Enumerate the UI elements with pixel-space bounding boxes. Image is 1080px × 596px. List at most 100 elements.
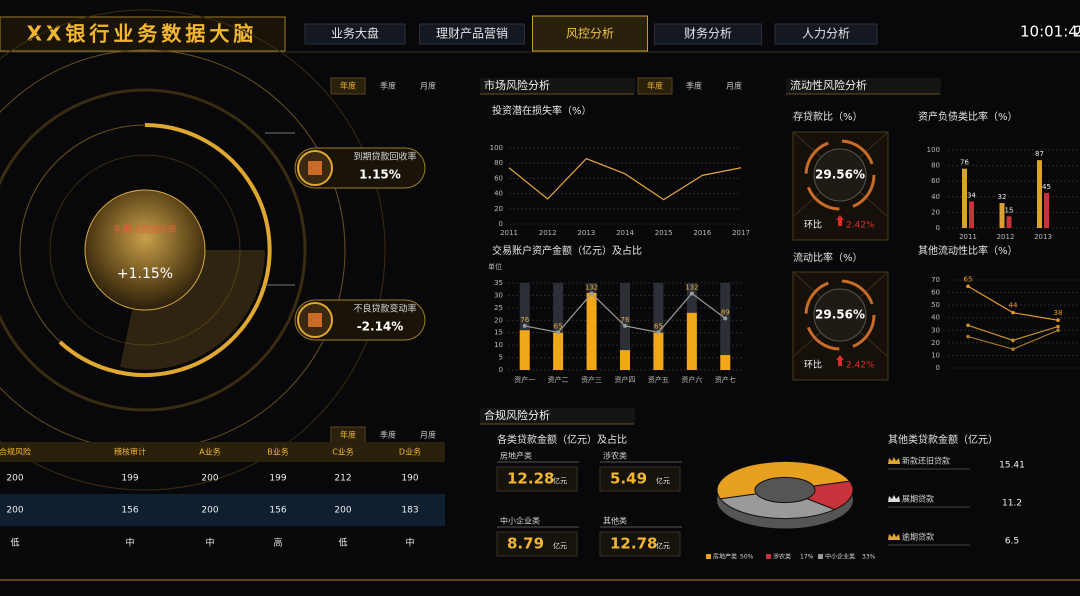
period-tab[interactable]: 季度 xyxy=(380,430,396,440)
x-tick-label: 资产四 xyxy=(615,375,636,384)
card-box xyxy=(599,466,681,492)
nav-item[interactable]: 人力分析 xyxy=(802,27,850,41)
y-tick-label: 10 xyxy=(931,351,940,359)
nav-tab[interactable] xyxy=(532,15,648,52)
y-tick-label: 10 xyxy=(494,341,503,349)
y-tick-label: 80 xyxy=(931,162,940,170)
card-value: 12.28 xyxy=(507,470,554,488)
y-tick-label: 80 xyxy=(494,159,503,167)
nav-item[interactable]: 理财产品营销 xyxy=(436,27,508,41)
table-header: 合规风险 xyxy=(0,447,31,457)
x-tick-label: 2011 xyxy=(500,229,518,237)
x-tick-label: 2011 xyxy=(959,233,977,241)
period-tab[interactable]: 季度 xyxy=(686,81,702,91)
tab-active[interactable] xyxy=(637,77,673,95)
callout-label: 不良贷款变动率 xyxy=(353,303,416,315)
y-tick-label: 15 xyxy=(494,329,503,337)
bar xyxy=(962,168,967,228)
x-tick-label: 资产六 xyxy=(681,375,702,384)
table-row-highlight xyxy=(0,494,445,526)
chart-title: 其他类贷款金额（亿元） xyxy=(888,433,998,446)
bar xyxy=(999,203,1005,228)
table-header: B业务 xyxy=(267,447,289,457)
data-label: 15 xyxy=(1005,206,1014,214)
change-value: 2.42% xyxy=(846,361,875,371)
gauge-value: 29.56% xyxy=(815,308,865,322)
bar-background xyxy=(653,283,664,370)
page-title: XX银行业务数据大脑 xyxy=(27,22,258,46)
period-tab[interactable]: 年度 xyxy=(647,81,663,91)
table-cell: 200 xyxy=(334,506,351,516)
x-tick-label: 2013 xyxy=(577,229,595,237)
x-tick-label: 2016 xyxy=(693,229,711,237)
x-tick-label: 2013 xyxy=(1034,233,1052,241)
table-header: A业务 xyxy=(199,447,220,457)
card-box xyxy=(496,531,578,557)
period-tab[interactable]: 年度 xyxy=(340,430,356,440)
nav-item[interactable]: 业务大盘 xyxy=(331,26,379,41)
line-point xyxy=(1056,328,1060,333)
table-cell: 200 xyxy=(201,506,218,516)
table-cell: 低 xyxy=(338,537,347,549)
x-tick-label: 2012 xyxy=(539,229,557,237)
gauge-title: 流动比率（%） xyxy=(793,251,863,264)
bar xyxy=(653,332,664,370)
nav-item[interactable]: 财务分析 xyxy=(684,26,732,41)
period-tab[interactable]: 月度 xyxy=(420,81,436,91)
table-cell: 中 xyxy=(125,537,134,549)
up-arrow xyxy=(836,355,844,366)
data-label: 65 xyxy=(554,322,563,330)
legend-swatch xyxy=(706,554,711,559)
nav-tab[interactable] xyxy=(304,23,406,45)
callout-value: -2.14% xyxy=(357,320,404,334)
period-tab[interactable]: 月度 xyxy=(726,81,742,91)
card-unit: 亿元 xyxy=(656,476,670,485)
bar xyxy=(586,292,597,370)
data-label: 45 xyxy=(1042,183,1051,191)
card-unit: 亿元 xyxy=(656,541,670,550)
x-tick-label: 资产五 xyxy=(648,375,669,384)
period-tab[interactable]: 季度 xyxy=(380,81,396,91)
item-value: 6.5 xyxy=(1005,537,1019,547)
change-label: 环比 xyxy=(804,219,822,231)
card-label: 房地产类 xyxy=(500,451,532,461)
chart-title: 投资潜在损失率（%） xyxy=(492,104,592,117)
nav-item[interactable]: 风控分析 xyxy=(566,27,614,41)
section-bar xyxy=(480,78,635,94)
table-cell: 中 xyxy=(405,537,414,549)
y-tick-label: 5 xyxy=(499,354,503,362)
title-box xyxy=(0,16,286,52)
table-cell: 200 xyxy=(201,474,218,484)
table-cell: 156 xyxy=(269,506,286,516)
data-label: 65 xyxy=(964,275,973,283)
y-tick-label: 60 xyxy=(931,177,940,185)
period-tab[interactable]: 月度 xyxy=(420,430,436,440)
y-tick-label: 40 xyxy=(931,314,940,322)
gauge-arc xyxy=(58,123,272,377)
data-label: 34 xyxy=(967,191,976,199)
data-label: 132 xyxy=(685,283,698,291)
bar xyxy=(553,332,564,370)
gauge-core xyxy=(813,288,867,342)
callout-icon-glyph xyxy=(308,313,322,327)
legend-label: 涉农类 xyxy=(773,553,791,561)
period-tab[interactable]: 年度 xyxy=(340,81,356,91)
section-bar xyxy=(480,408,635,424)
tab-active[interactable] xyxy=(330,77,366,95)
table-cell: 200 xyxy=(6,474,23,484)
data-label: 132 xyxy=(585,283,598,291)
gauge-value: +1.15% xyxy=(117,266,173,282)
nav-tab[interactable] xyxy=(654,23,762,45)
data-label: 32 xyxy=(998,193,1007,201)
nav-tab[interactable] xyxy=(774,23,878,45)
line-point xyxy=(1011,347,1015,351)
table-cell: 中 xyxy=(205,537,214,549)
crown-icon xyxy=(888,457,900,464)
x-tick-label: 2012 xyxy=(997,233,1015,241)
bar xyxy=(1044,192,1049,228)
nav-tab[interactable] xyxy=(419,23,525,45)
y-tick-label: 70 xyxy=(931,276,940,284)
legend-swatch xyxy=(818,554,823,559)
clock: 10:01:49 xyxy=(1020,23,1080,41)
gauge-orb xyxy=(84,189,206,311)
